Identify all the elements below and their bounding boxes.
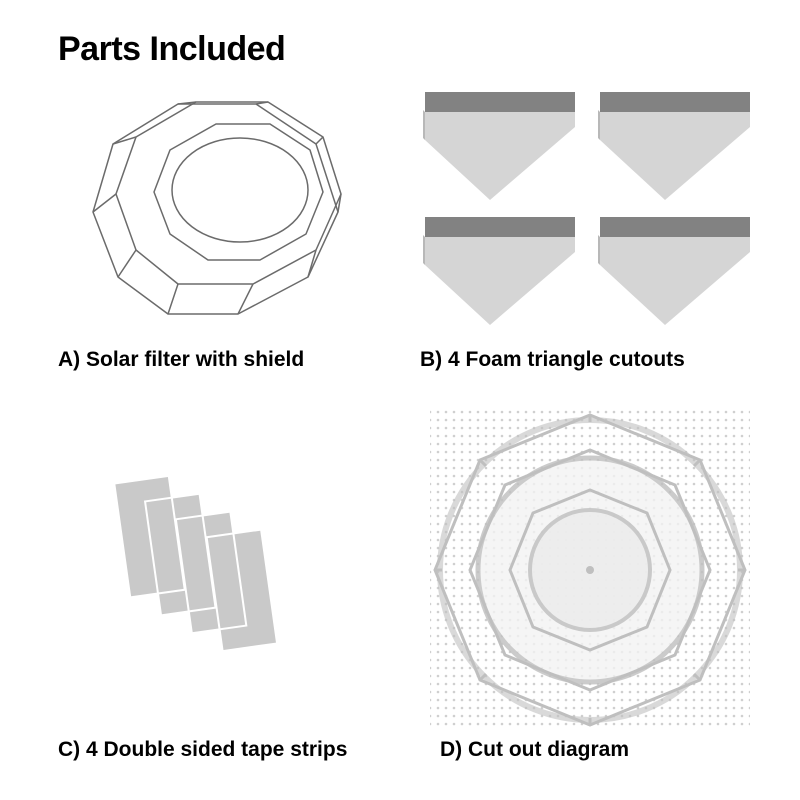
label-c: C) 4 Double sided tape strips: [58, 738, 347, 762]
cutout-diagram-icon: [420, 410, 760, 730]
panel-solar-filter: [58, 82, 378, 337]
tape-strips-icon: [58, 430, 378, 720]
panel-foam-triangles: [420, 82, 760, 337]
solar-filter-icon: [58, 82, 378, 337]
label-b: B) 4 Foam triangle cutouts: [420, 348, 685, 372]
foam-triangles-icon: [420, 82, 760, 337]
panel-cutout-diagram: [420, 410, 760, 730]
panel-tape-strips: [58, 430, 378, 720]
page-title: Parts Included: [58, 30, 285, 69]
label-a: A) Solar filter with shield: [58, 348, 304, 372]
label-d: D) Cut out diagram: [440, 738, 629, 762]
